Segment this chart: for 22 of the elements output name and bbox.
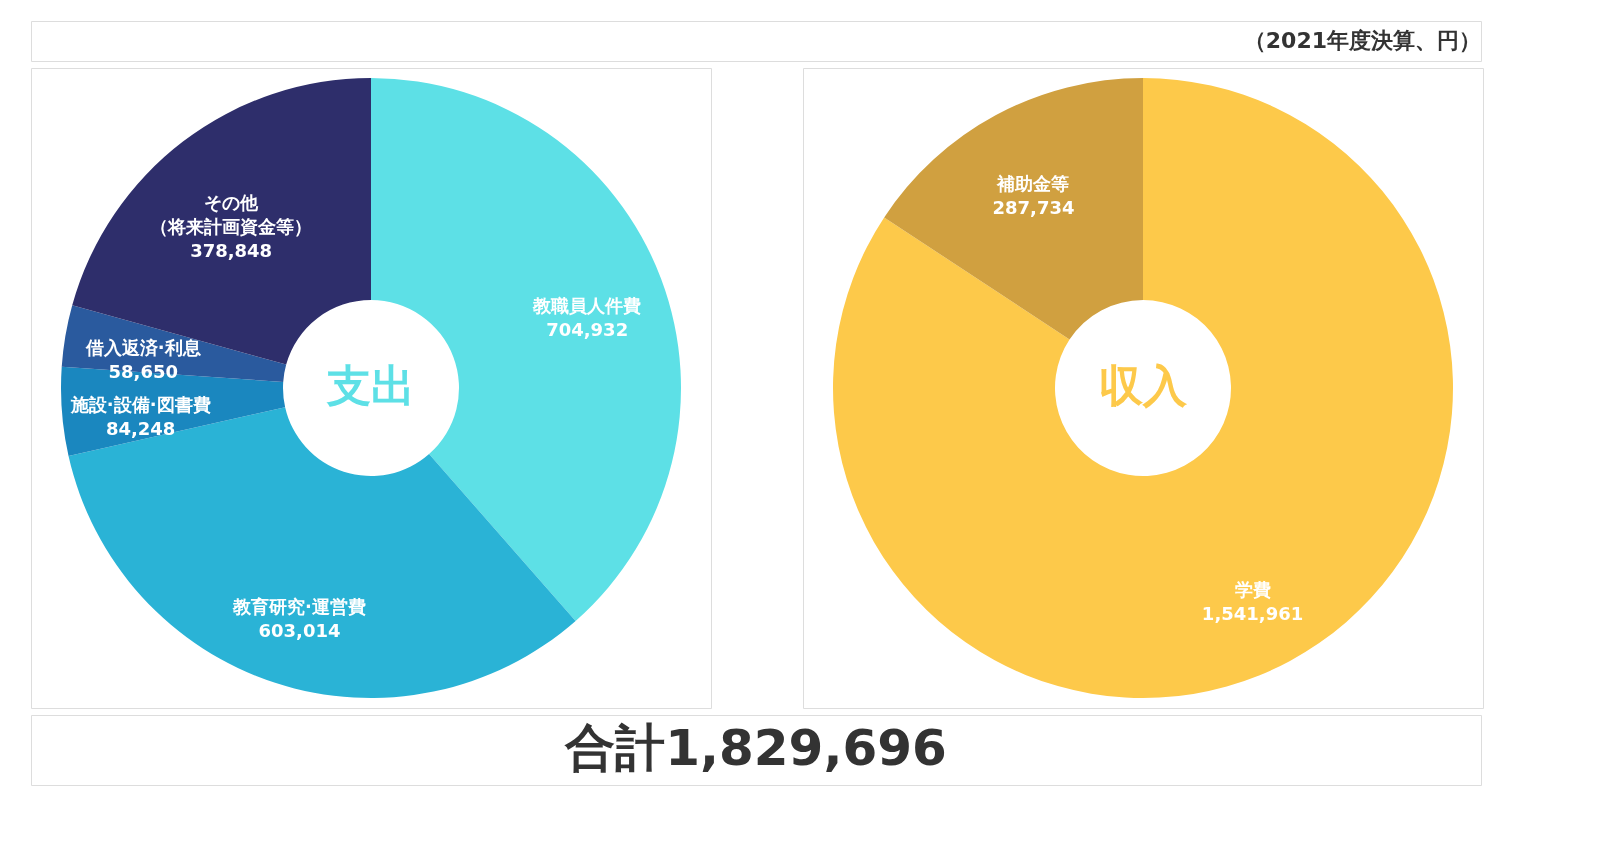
data-label: 704,932	[546, 318, 629, 340]
data-label: 287,734	[992, 196, 1075, 218]
slice-label: 借入返済·利息	[84, 337, 201, 359]
slice-label: 施設·設備·図書費	[69, 393, 211, 415]
data-label: 1,541,961	[1201, 603, 1304, 625]
slice-label: 学費	[1234, 579, 1271, 601]
text: （2021年度決算、円）	[1243, 28, 1481, 53]
data-label: 58,650	[108, 361, 179, 383]
donut-slice	[884, 78, 1143, 340]
donut-slice	[833, 78, 1453, 698]
donut-slice	[371, 78, 681, 621]
slice-label: 教育研究·運営費	[232, 595, 366, 617]
data-label: 603,014	[258, 619, 341, 641]
text: 支出	[326, 360, 415, 411]
slice-label: 教職員人件費	[532, 294, 642, 316]
text: 合計1,829,696	[564, 719, 947, 777]
data-label: 84,248	[105, 417, 176, 439]
slice-label: その他（将来計画資金等）	[150, 192, 313, 238]
text: 収入	[1099, 360, 1188, 411]
slice-label: 補助金等	[996, 172, 1070, 194]
data-label: 378,848	[190, 240, 273, 262]
donut-slice	[72, 78, 371, 365]
